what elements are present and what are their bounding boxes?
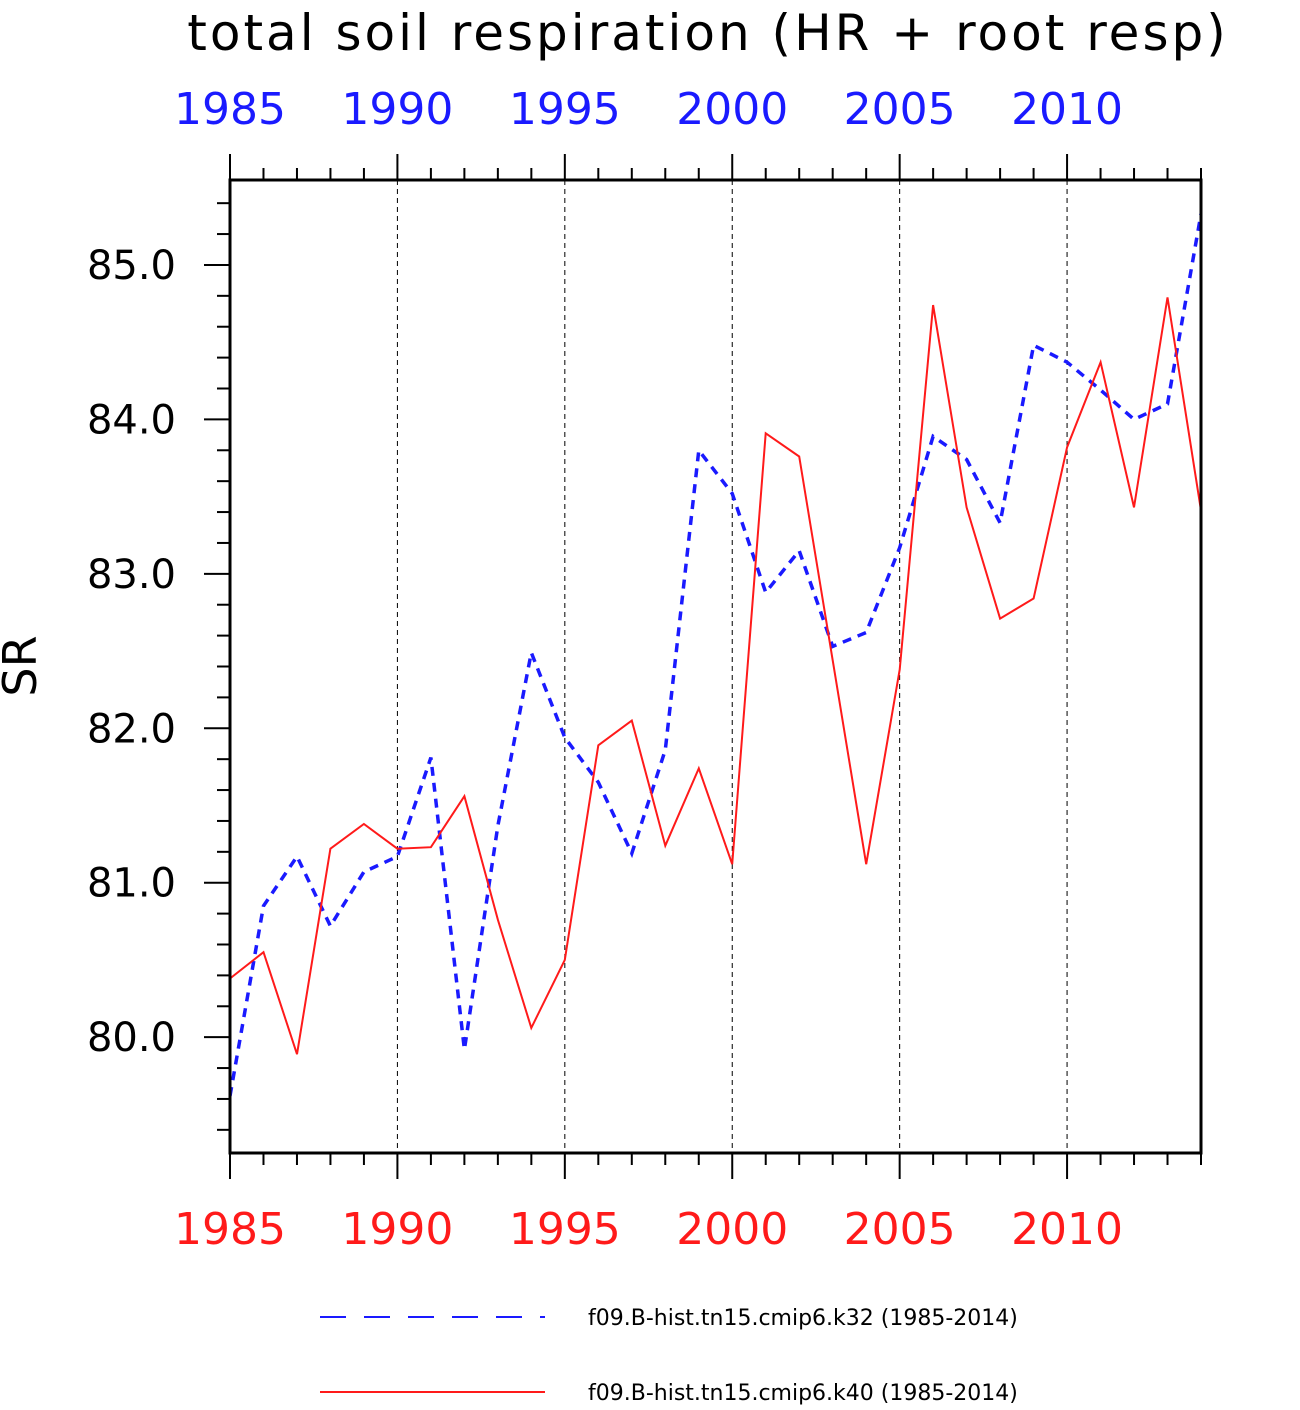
series-lines	[230, 213, 1201, 1097]
x-tick-label-top: 2005	[844, 84, 956, 135]
x-tick-label-top: 1985	[174, 84, 286, 135]
legend-label-1: f09.B-hist.tn15.cmip6.k32 (1985-2014)	[588, 1306, 1018, 1331]
x-tick-label-top: 2000	[676, 84, 788, 135]
vertical-grid-lines	[396, 180, 1068, 1153]
x-tick-label-bottom: 2005	[844, 1204, 956, 1255]
y-tick-label: 82.0	[87, 706, 176, 752]
x-tick-label-bottom: 1990	[341, 1204, 453, 1255]
axis-ticks	[204, 154, 1202, 1179]
y-axis-label: SR	[0, 635, 47, 696]
y-tick-label: 81.0	[87, 861, 176, 907]
plot-frame	[228, 178, 1203, 1155]
legend: f09.B-hist.tn15.cmip6.k32 (1985-2014) f09…	[320, 1306, 1018, 1406]
chart-title: total soil respiration (HR + root resp)	[187, 4, 1229, 62]
tick-labels: 1985 1985 1990 1990 1995 1995 2000 2000 2005 2005…	[87, 84, 1123, 1255]
legend-label-2: f09.B-hist.tn15.cmip6.k40 (1985-2014)	[588, 1381, 1018, 1406]
series-line-1	[230, 213, 1201, 1097]
x-tick-label-bottom: 2000	[676, 1204, 788, 1255]
y-tick-label: 84.0	[87, 397, 176, 443]
y-tick-label: 85.0	[87, 243, 176, 289]
x-tick-label-bottom: 1995	[509, 1204, 621, 1255]
y-tick-label: 83.0	[87, 552, 176, 598]
x-tick-label-top: 1990	[341, 84, 453, 135]
x-tick-label-bottom: 1985	[174, 1204, 286, 1255]
series-line-2	[230, 297, 1201, 1055]
y-tick-label: 80.0	[87, 1015, 176, 1061]
x-tick-label-bottom: 2010	[1011, 1204, 1123, 1255]
x-tick-label-top: 2010	[1011, 84, 1123, 135]
x-tick-label-top: 1995	[509, 84, 621, 135]
